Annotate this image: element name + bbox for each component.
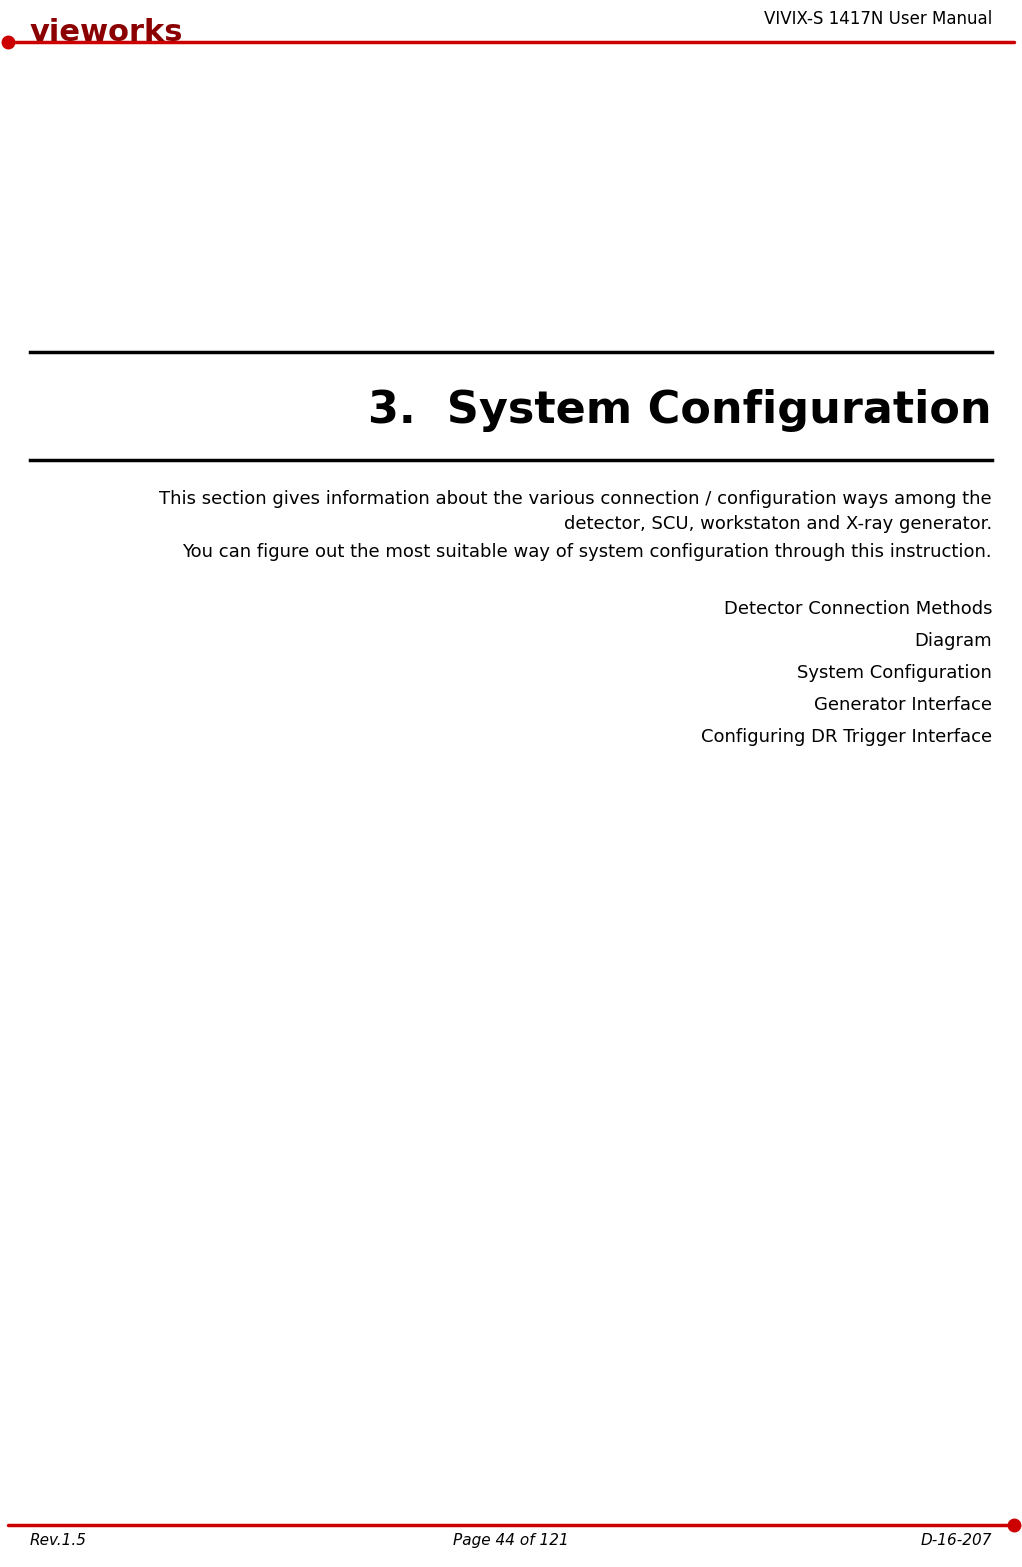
Text: D-16-207: D-16-207 (921, 1533, 992, 1548)
Text: Configuring DR Trigger Interface: Configuring DR Trigger Interface (701, 729, 992, 746)
Text: This section gives information about the various connection / configuration ways: This section gives information about the… (159, 490, 992, 508)
Text: 3.  System Configuration: 3. System Configuration (368, 389, 992, 431)
Text: VIVIX-S 1417N User Manual: VIVIX-S 1417N User Manual (763, 9, 992, 28)
Text: You can figure out the most suitable way of system configuration through this in: You can figure out the most suitable way… (182, 544, 992, 561)
Text: Generator Interface: Generator Interface (814, 696, 992, 715)
Text: Page 44 of 121: Page 44 of 121 (453, 1533, 569, 1548)
Text: vieworks: vieworks (30, 17, 184, 47)
Text: Diagram: Diagram (915, 632, 992, 650)
Text: Detector Connection Methods: Detector Connection Methods (724, 600, 992, 617)
Text: detector, SCU, workstaton and X-ray generator.: detector, SCU, workstaton and X-ray gene… (564, 516, 992, 533)
Text: Rev.1.5: Rev.1.5 (30, 1533, 87, 1548)
Text: System Configuration: System Configuration (797, 664, 992, 682)
